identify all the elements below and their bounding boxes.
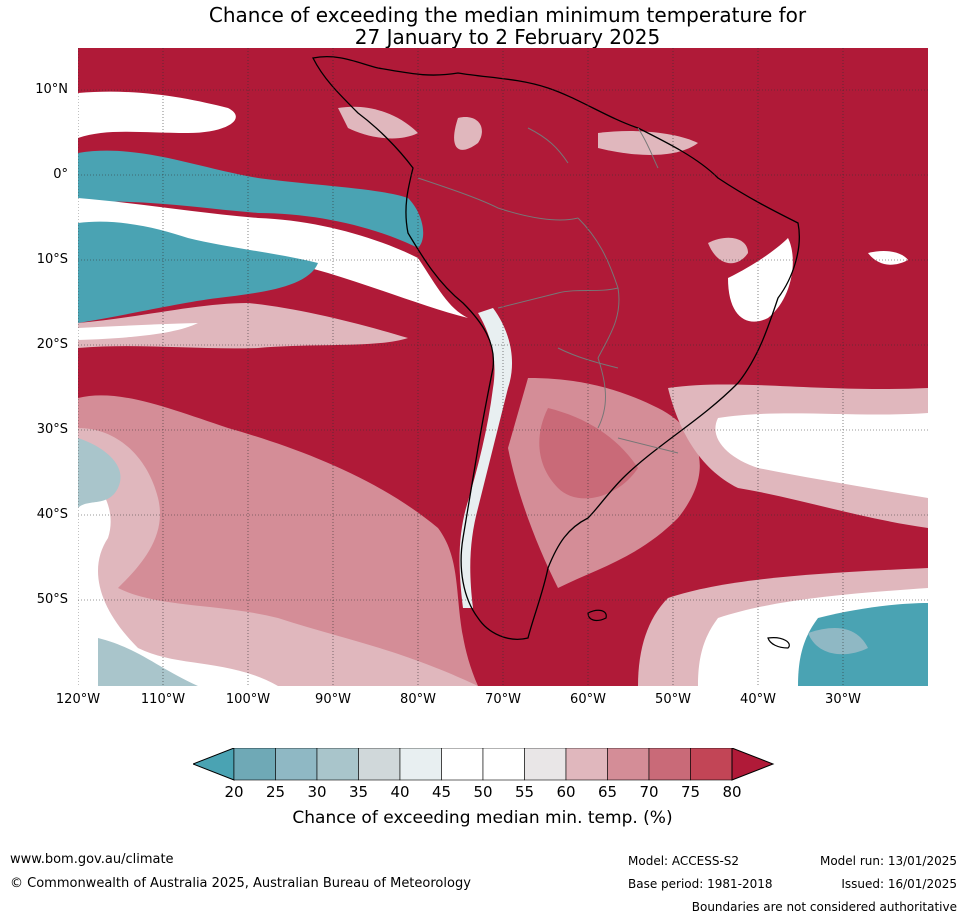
lon-label-60w: 60°W <box>570 692 606 707</box>
atlantic-white-fleck <box>868 250 908 265</box>
lat-label-20s: 20°S <box>36 337 68 352</box>
southern-ocean-lightblue <box>808 628 868 655</box>
issued-date: Issued: 16/01/2025 <box>841 877 957 891</box>
colorbar-under-arrow <box>193 748 235 781</box>
colorbar <box>193 748 775 781</box>
model-name: Model: ACCESS-S2 <box>628 854 740 868</box>
probability-map <box>77 48 928 686</box>
lon-label-40w: 40°W <box>740 692 776 707</box>
website-link[interactable]: www.bom.gov.au/climate <box>10 852 174 867</box>
colorbar-tick-55: 55 <box>514 783 535 801</box>
country-borders <box>417 127 679 454</box>
colorbar-swatch-75-80 <box>690 748 733 781</box>
map-graticule <box>77 48 928 686</box>
colorbar-swatch-50-55 <box>482 748 525 781</box>
region-southwest-blue-2 <box>98 638 198 686</box>
lon-label-50w: 50°W <box>655 692 691 707</box>
colorbar-swatch-60-65 <box>565 748 608 781</box>
equatorial-white-strip <box>78 323 198 340</box>
colorbar-tick-65: 65 <box>597 783 618 801</box>
colombia-pink <box>454 117 482 150</box>
lat-label-40s: 40°S <box>36 507 68 522</box>
ne-brazil-pink <box>708 237 748 264</box>
guiana-pink <box>598 131 698 155</box>
andes-light-strip <box>459 308 513 608</box>
lat-label-30s: 30°S <box>36 422 68 437</box>
colorbar-swatch-65-70 <box>607 748 650 781</box>
colorbar-tick-75: 75 <box>680 783 701 801</box>
region-argentina-75 <box>539 408 638 499</box>
lat-label-50s: 50°S <box>36 592 68 607</box>
lon-label-110w: 110°W <box>140 692 186 707</box>
boundaries-disclaimer: Boundaries are not considered authoritat… <box>691 900 957 914</box>
lat-label-10n: 10°N <box>35 82 68 97</box>
colorbar-tick-50: 50 <box>473 783 493 801</box>
lon-label-70w: 70°W <box>485 692 521 707</box>
colorbar-tick-25: 25 <box>265 783 286 801</box>
equatorial-pink-band <box>78 303 408 349</box>
colorbar-tick-70: 70 <box>639 783 659 801</box>
equatorial-blue-south <box>78 221 318 323</box>
title-line-1: Chance of exceeding the median minimum t… <box>208 3 807 27</box>
model-run-date: Model run: 13/01/2025 <box>819 854 957 868</box>
colorbar-tick-35: 35 <box>348 783 369 801</box>
colorbar-swatch-35-40 <box>358 748 401 781</box>
colorbar-swatch-40-45 <box>399 748 442 781</box>
falkland-islands <box>587 609 607 622</box>
colorbar-tick-20: 20 <box>224 783 244 801</box>
lat-label-0: 0° <box>53 167 68 182</box>
colorbar-tick-45: 45 <box>431 783 452 801</box>
lon-label-90w: 90°W <box>315 692 351 707</box>
map-title: Chance of exceeding the median minimum t… <box>0 4 965 48</box>
copyright-notice: © Commonwealth of Australia 2025, Austra… <box>10 876 471 891</box>
colorbar-tick-80: 80 <box>722 783 742 801</box>
colorbar-swatch-30-35 <box>316 748 359 781</box>
upper-white-streak <box>78 91 236 138</box>
colorbar-tick-40: 40 <box>390 783 410 801</box>
lon-label-120w: 120°W <box>55 692 101 707</box>
colorbar-swatch-20-25 <box>233 748 276 781</box>
lat-label-10s: 10°S <box>36 252 68 267</box>
colorbar-tick-30: 30 <box>307 783 327 801</box>
south-georgia <box>767 637 790 649</box>
colorbar-title: Chance of exceeding median min. temp. (%… <box>292 808 673 828</box>
title-line-2: 27 January to 2 February 2025 <box>354 25 661 49</box>
colorbar-swatch-55-60 <box>524 748 567 781</box>
colorbar-over-arrow <box>731 748 775 781</box>
lon-label-30w: 30°W <box>825 692 861 707</box>
upper-pink-patch <box>338 106 418 139</box>
region-southwest-blue <box>78 438 121 508</box>
colorbar-swatch-70-75 <box>648 748 691 781</box>
south-america-coastline <box>312 56 800 640</box>
lon-label-100w: 100°W <box>225 692 271 707</box>
south-atlantic-white <box>715 413 928 498</box>
colorbar-swatch-25-30 <box>275 748 318 781</box>
equatorial-blue-north <box>78 150 424 248</box>
region-southwest-60-65 <box>78 428 478 686</box>
map-canvas <box>77 48 928 686</box>
base-period: Base period: 1981-2018 <box>628 877 773 891</box>
colorbar-tick-60: 60 <box>556 783 576 801</box>
lon-label-80w: 80°W <box>400 692 436 707</box>
colorbar-swatch-45-50 <box>441 748 484 781</box>
